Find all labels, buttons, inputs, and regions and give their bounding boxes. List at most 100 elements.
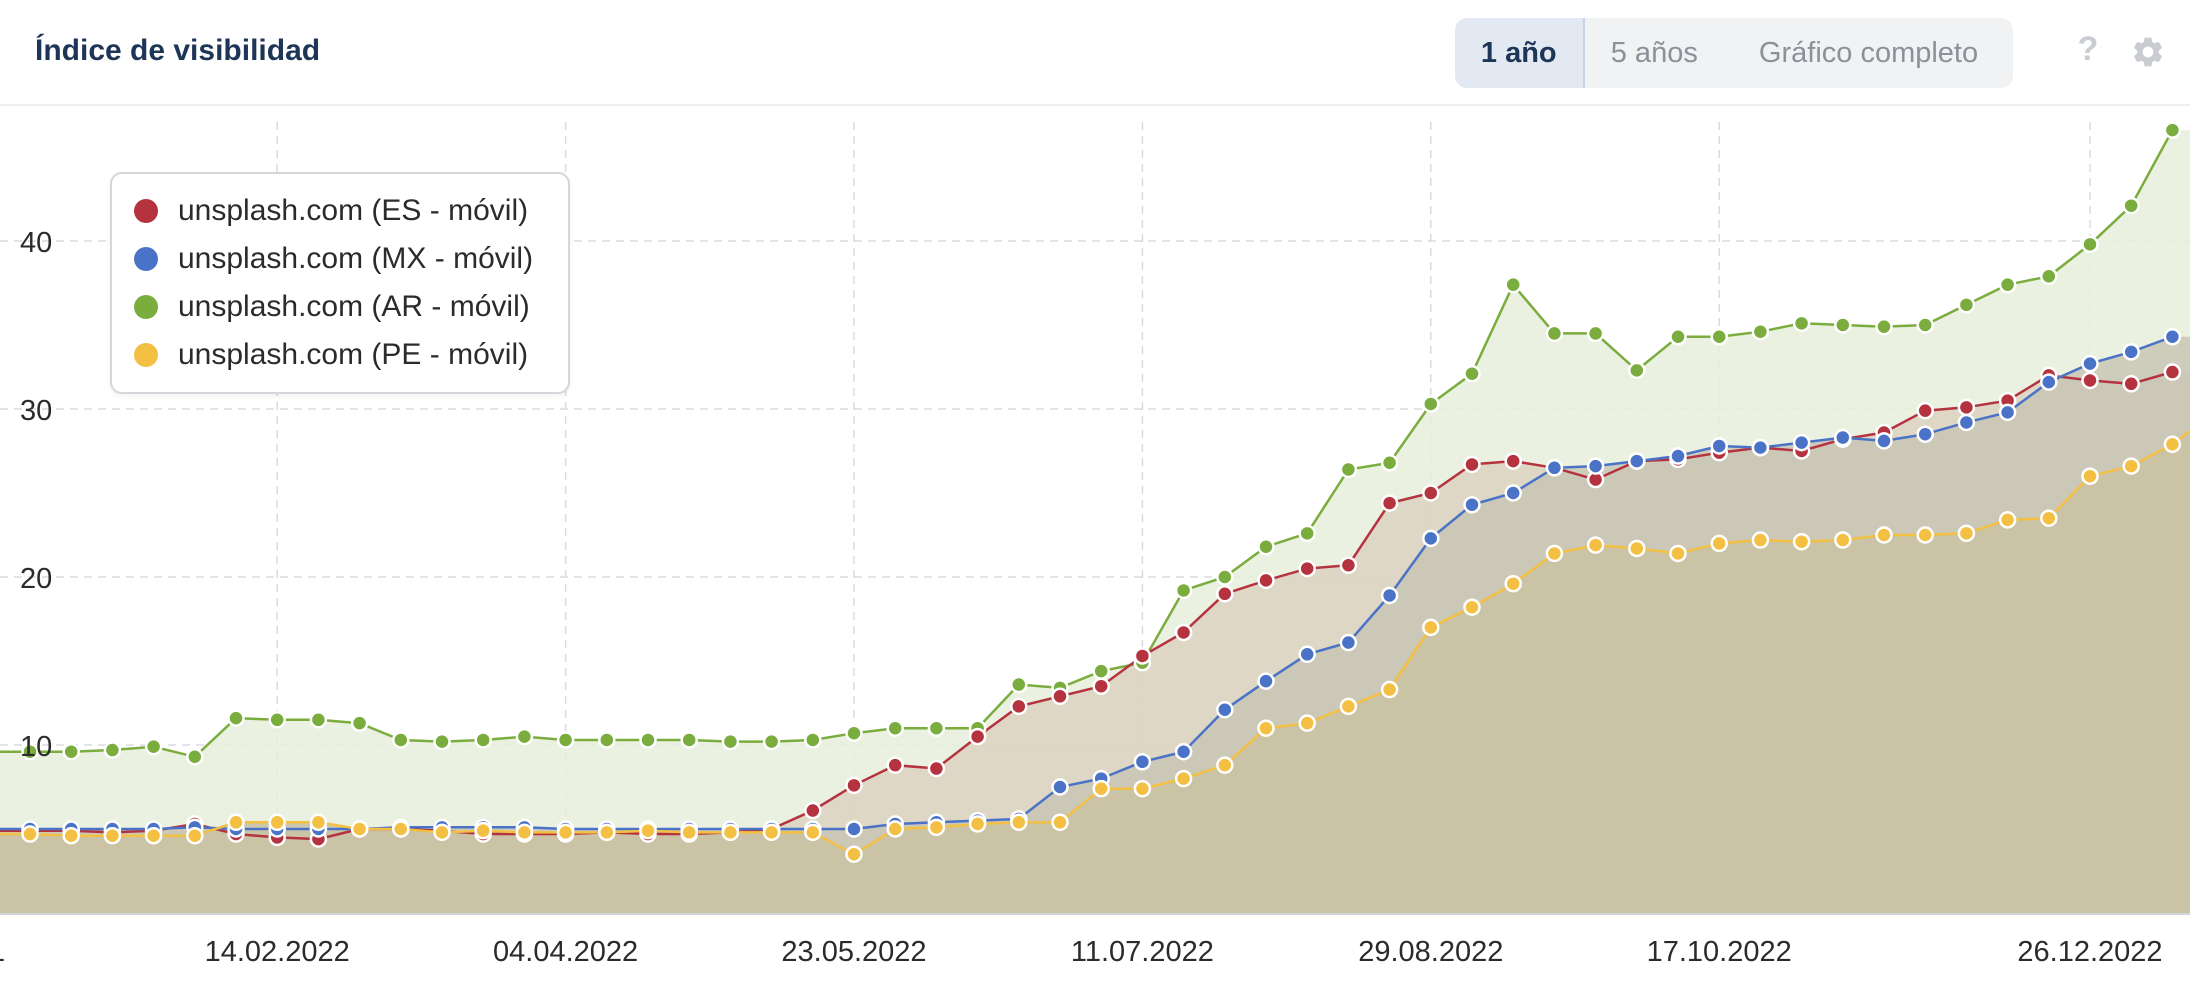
data-point-2-49 xyxy=(2040,373,2058,391)
data-point-2-40 xyxy=(1669,447,1687,465)
data-point-0-1 xyxy=(62,742,80,761)
data-point-1-24 xyxy=(1010,697,1028,716)
data-point-0-32 xyxy=(1339,460,1358,479)
data-point-2-51 xyxy=(2122,343,2140,361)
data-point-1-28 xyxy=(1174,623,1193,642)
data-point-2-31 xyxy=(1298,645,1316,664)
data-point-1-22 xyxy=(927,759,946,778)
data-point-0-12 xyxy=(515,727,534,746)
data-point-1-46 xyxy=(1916,401,1934,420)
data-point-3-52 xyxy=(2163,435,2182,454)
data-point-3-31 xyxy=(1298,714,1316,732)
data-point-1-51 xyxy=(2122,375,2140,393)
data-point-2-52 xyxy=(2163,328,2182,346)
data-point-0-47 xyxy=(1957,296,1976,314)
data-point-0-3 xyxy=(144,737,163,756)
data-point-0-8 xyxy=(350,714,369,732)
data-point-2-25 xyxy=(1051,778,1069,796)
data-point-2-39 xyxy=(1628,452,1646,470)
data-point-3-10 xyxy=(433,823,451,842)
data-point-3-5 xyxy=(227,813,245,832)
data-point-0-31 xyxy=(1298,524,1316,543)
x-tick-label-5: 29.08.2022 xyxy=(1358,936,1503,968)
data-point-3-21 xyxy=(886,820,904,838)
data-point-2-42 xyxy=(1751,438,1770,457)
data-point-3-27 xyxy=(1133,779,1152,798)
data-point-0-50 xyxy=(2081,235,2099,254)
data-point-3-1 xyxy=(62,826,80,845)
data-point-3-6 xyxy=(268,813,286,832)
data-point-0-44 xyxy=(1834,316,1852,334)
data-point-3-50 xyxy=(2081,467,2099,485)
data-point-3-43 xyxy=(1792,532,1811,551)
data-point-2-28 xyxy=(1174,742,1193,761)
data-point-2-29 xyxy=(1216,700,1234,719)
data-point-0-2 xyxy=(103,741,122,759)
range-button-full-chart[interactable]: Gráfico completo xyxy=(1758,36,1979,69)
data-point-3-23 xyxy=(968,815,987,833)
legend-item-es[interactable]: unsplash.com (ES - móvil) xyxy=(134,191,528,231)
x-tick-label-4: 11.07.2022 xyxy=(1071,936,1214,968)
data-point-0-45 xyxy=(1875,317,1893,336)
legend-label-es: unsplash.com (ES - móvil) xyxy=(178,194,529,227)
data-point-0-29 xyxy=(1216,568,1234,586)
data-point-3-8 xyxy=(350,820,369,838)
data-point-3-40 xyxy=(1669,544,1687,563)
data-point-0-9 xyxy=(392,731,410,749)
data-point-3-2 xyxy=(103,826,122,845)
data-point-3-13 xyxy=(556,823,575,842)
axis-labels: 10 20 30 40 1 14.02.2022 04.04.2022 23.05.2022 1… xyxy=(0,227,2190,968)
data-point-3-0 xyxy=(21,825,39,843)
legend-item-mx[interactable]: unsplash.com (MX - móvil) xyxy=(134,239,533,279)
data-point-0-39 xyxy=(1628,361,1646,380)
data-point-1-35 xyxy=(1463,455,1481,474)
range-button-1-year[interactable]: 1 año xyxy=(1455,18,1585,88)
help-icon[interactable]: ? xyxy=(2077,30,2099,68)
data-point-1-20 xyxy=(845,776,863,795)
data-point-1-25 xyxy=(1051,687,1069,706)
range-button-5-years[interactable]: 5 años xyxy=(1610,36,1698,69)
data-point-2-36 xyxy=(1504,484,1522,502)
legend-item-ar[interactable]: unsplash.com (AR - móvil) xyxy=(134,287,530,327)
data-point-0-38 xyxy=(1586,324,1605,343)
data-point-3-46 xyxy=(1916,526,1934,544)
data-point-0-51 xyxy=(2122,196,2140,215)
data-point-0-17 xyxy=(721,732,740,751)
area-fill-3 xyxy=(0,412,2190,914)
data-point-0-35 xyxy=(1463,364,1481,383)
data-point-1-32 xyxy=(1339,556,1358,574)
gear-icon[interactable] xyxy=(2130,34,2166,70)
visibility-chart: 10 20 30 40 1 14.02.2022 04.04.2022 23.05.2022 1… xyxy=(0,121,2190,968)
data-point-2-48 xyxy=(1998,403,2017,422)
data-point-2-27 xyxy=(1133,753,1152,771)
data-point-3-33 xyxy=(1380,680,1399,699)
data-point-3-36 xyxy=(1504,574,1522,593)
data-point-3-26 xyxy=(1092,779,1110,798)
data-point-0-30 xyxy=(1257,538,1275,556)
series-points xyxy=(21,121,2182,863)
data-point-3-34 xyxy=(1422,618,1440,637)
data-point-0-13 xyxy=(556,731,575,749)
legend-dot-es xyxy=(134,199,158,223)
data-point-2-30 xyxy=(1257,672,1275,690)
x-tick-label-1: 14.02.2022 xyxy=(205,936,350,968)
data-point-1-31 xyxy=(1298,559,1316,578)
data-point-1-33 xyxy=(1380,494,1399,512)
data-point-3-35 xyxy=(1463,598,1481,616)
data-point-1-36 xyxy=(1504,452,1522,470)
data-point-2-33 xyxy=(1380,586,1399,605)
chart-legend: unsplash.com (ES - móvil) unsplash.com (… xyxy=(110,172,570,394)
data-point-2-50 xyxy=(2081,354,2099,373)
legend-dot-pe xyxy=(134,343,158,367)
data-point-0-43 xyxy=(1792,314,1811,333)
legend-dot-ar xyxy=(134,295,158,319)
data-point-2-34 xyxy=(1422,529,1440,548)
data-point-0-49 xyxy=(2040,267,2058,286)
data-point-0-42 xyxy=(1751,322,1770,341)
data-point-3-25 xyxy=(1051,813,1069,832)
data-point-0-18 xyxy=(762,732,781,751)
data-point-1-29 xyxy=(1216,585,1234,603)
data-point-0-5 xyxy=(227,709,245,727)
legend-item-pe[interactable]: unsplash.com (PE - móvil) xyxy=(134,335,528,375)
data-point-2-37 xyxy=(1545,459,1564,477)
